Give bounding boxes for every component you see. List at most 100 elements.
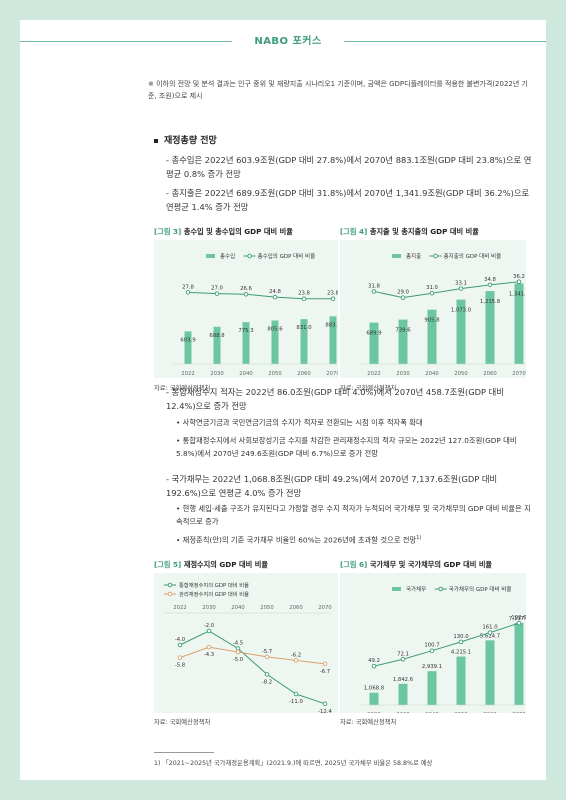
- x-tick-2022: 2022: [181, 371, 194, 377]
- paragraph-debt: - 국가채무는 2022년 1,068.8조원(GDP 대비 49.2%)에서 …: [166, 474, 498, 498]
- ratio-label-2050: 130.0: [453, 634, 469, 640]
- ratio-label-2060: 23.8: [298, 291, 310, 297]
- legend-label-1: 국가채무의 GDP 대비 비율: [449, 585, 512, 593]
- bar-label-2040: 905.8: [424, 318, 440, 324]
- ratio-point-2030: [400, 657, 406, 662]
- x-tick-2022: 2022: [367, 712, 380, 713]
- ratio-point-2040: [243, 291, 249, 297]
- ratio-point-2060: [301, 296, 307, 301]
- integrated-label-2022: -4.0: [175, 637, 186, 643]
- ratio-label-2060: 161.0: [482, 625, 498, 631]
- square-bullet-icon: [154, 138, 158, 143]
- legend-marker-integrated: [167, 582, 173, 588]
- bar-label-2022: 1,068.8: [364, 686, 385, 692]
- ratio-point-2030: [400, 295, 406, 300]
- ratio-label-2022: 31.8: [368, 283, 380, 289]
- bar-2050: [271, 320, 279, 364]
- ratio-label-2030: 27.0: [211, 286, 223, 292]
- bullet-debt-structure: • 현행 세입·세출 구조가 유지된다고 가정할 경우 수지 적자가 누적되어 …: [176, 504, 531, 526]
- bar-label-2050: 1,073.0: [451, 308, 472, 314]
- bar-2030: [398, 319, 408, 364]
- fig4-chart: 총지출 총지출의 GDP 대비 비율 689.9 2022 739.6 2030 905.8…: [359, 252, 534, 377]
- legend-label-managed: 관리재정수지의 GDP 대비 비율: [179, 590, 249, 598]
- fig4-label: [그림 4] 총지출 및 총지출의 GDP 대비 비율: [340, 227, 479, 237]
- x-tick-2040: 2040: [425, 712, 439, 713]
- bar-label-2050: 4,215.1: [451, 650, 471, 656]
- bar-2070: [329, 316, 337, 364]
- fig6-number: [그림 6]: [340, 560, 368, 569]
- legend-marker-1: [433, 253, 438, 259]
- header-title: NABO 포커스: [254, 36, 322, 47]
- fig5-title: 재정수지의 GDP 대비 비율: [183, 560, 268, 569]
- bar-2060: [300, 319, 308, 364]
- ratio-point-2060: [487, 630, 493, 635]
- footnote-rule: [154, 752, 214, 753]
- x-tick-2040: 2040: [231, 605, 245, 611]
- ratio-label-2040: 100.7: [424, 643, 439, 649]
- ratio-point-2022: [185, 290, 191, 295]
- integrated-label-2040: -4.5: [233, 641, 243, 647]
- x-tick-2060: 2060: [297, 371, 311, 377]
- managed-line: [179, 646, 326, 665]
- fig3-source: 자료: 국회예산정책처: [154, 385, 211, 392]
- fig5-label: [그림 5] 재정수지의 GDP 대비 비율: [154, 560, 268, 570]
- ratio-label-2030: 29.0: [397, 290, 409, 296]
- managed-label-2030: -4.3: [204, 652, 214, 658]
- bar-2030: [398, 683, 408, 705]
- legend-marker-managed: [167, 591, 173, 597]
- legend-label-1: 총지출의 GDP 대비 비율: [444, 252, 502, 260]
- x-tick-2022: 2022: [367, 371, 380, 377]
- fig4-source: 자료: 국회예산정책처: [340, 385, 397, 392]
- bullet-fiscal-rule: • 재정준칙(안)의 기준 국가채무 비율인 60%는 2026년에 초과할 것…: [176, 532, 532, 547]
- integrated-label-2050: -8.2: [262, 679, 272, 685]
- fig3-title: 총수입 및 총수입의 GDP 대비 비율: [183, 227, 293, 236]
- ratio-point-2070: [516, 620, 522, 626]
- x-tick-2060: 2060: [483, 712, 497, 713]
- bar-2070: [514, 283, 524, 364]
- paragraph-expenditure: - 총지출은 2022년 689.9조원(GDP 대비 31.8%)에서 207…: [166, 188, 530, 212]
- ratio-line: [373, 622, 520, 667]
- ratio-point-2050: [272, 294, 278, 300]
- bar-label-2030: 1,842.6: [393, 677, 414, 683]
- fig6-chart-box: 국가채무 국가채무의 GDP 대비 비율 1,068.8 2022 1,842.6 203…: [340, 573, 534, 718]
- ratio-line: [373, 281, 520, 299]
- x-tick-2070: 2070: [512, 712, 526, 713]
- bar-label-2030: 739.6: [395, 328, 411, 334]
- managed-point-2030: [206, 644, 212, 650]
- bar-2070: [514, 622, 524, 705]
- bar-2022: [184, 331, 192, 364]
- legend-swatch-0: [392, 587, 401, 591]
- ratio-label-2050: 33.1: [455, 281, 467, 287]
- legend-swatch-0: [392, 254, 401, 258]
- bar-label-2040: 775.3: [238, 328, 253, 334]
- ratio-point-2040: [429, 290, 435, 296]
- managed-label-2060: -6.2: [291, 652, 301, 658]
- legend-label-0: 총지출: [406, 252, 421, 260]
- ratio-label-2070: 192.6: [511, 615, 526, 621]
- ratio-label-2040: 31.0: [426, 285, 438, 291]
- integrated-label-2060: -11.0: [289, 699, 303, 705]
- fig4-chart-box: 총지출 총지출의 GDP 대비 비율 689.9 2022 739.6 2030 905.8…: [340, 240, 534, 378]
- integrated-label-2030: -2.0: [204, 623, 215, 629]
- managed-point-2040: [235, 649, 241, 655]
- bar-label-2060: 1,215.8: [480, 299, 501, 305]
- fig6-chart: 국가채무 국가채무의 GDP 대비 비율 1,068.8 2022 1,842.6 203…: [359, 585, 534, 718]
- ratio-label-2060: 34.8: [484, 277, 496, 283]
- x-tick-2070: 2070: [512, 371, 526, 377]
- ratio-point-2040: [429, 648, 435, 653]
- fig6-source: 자료: 국회예산정책처: [340, 719, 397, 726]
- bullet-managed-balance: • 통합재정수지에서 사회보장성기금 수지를 차감한 관리재정수지의 적자 규모…: [176, 436, 517, 458]
- legend-marker-1: [438, 586, 444, 592]
- bar-2060: [485, 640, 495, 705]
- ratio-point-2060: [487, 282, 493, 288]
- ratio-label-2030: 72.1: [397, 651, 409, 657]
- bar-2040: [242, 322, 250, 364]
- bar-label-2040: 2,939.1: [422, 664, 442, 670]
- x-tick-2022: 2022: [173, 605, 186, 611]
- integrated-label-2070: -12.4: [318, 709, 332, 713]
- bar-label-2070: 7,137.6: [509, 616, 526, 622]
- fig3-label: [그림 3] 총수입 및 총수입의 GDP 대비 비율: [154, 227, 293, 237]
- bar-label-2070: 1,341.9: [509, 291, 526, 297]
- x-tick-2030: 2030: [210, 371, 224, 377]
- ratio-point-2050: [458, 639, 464, 645]
